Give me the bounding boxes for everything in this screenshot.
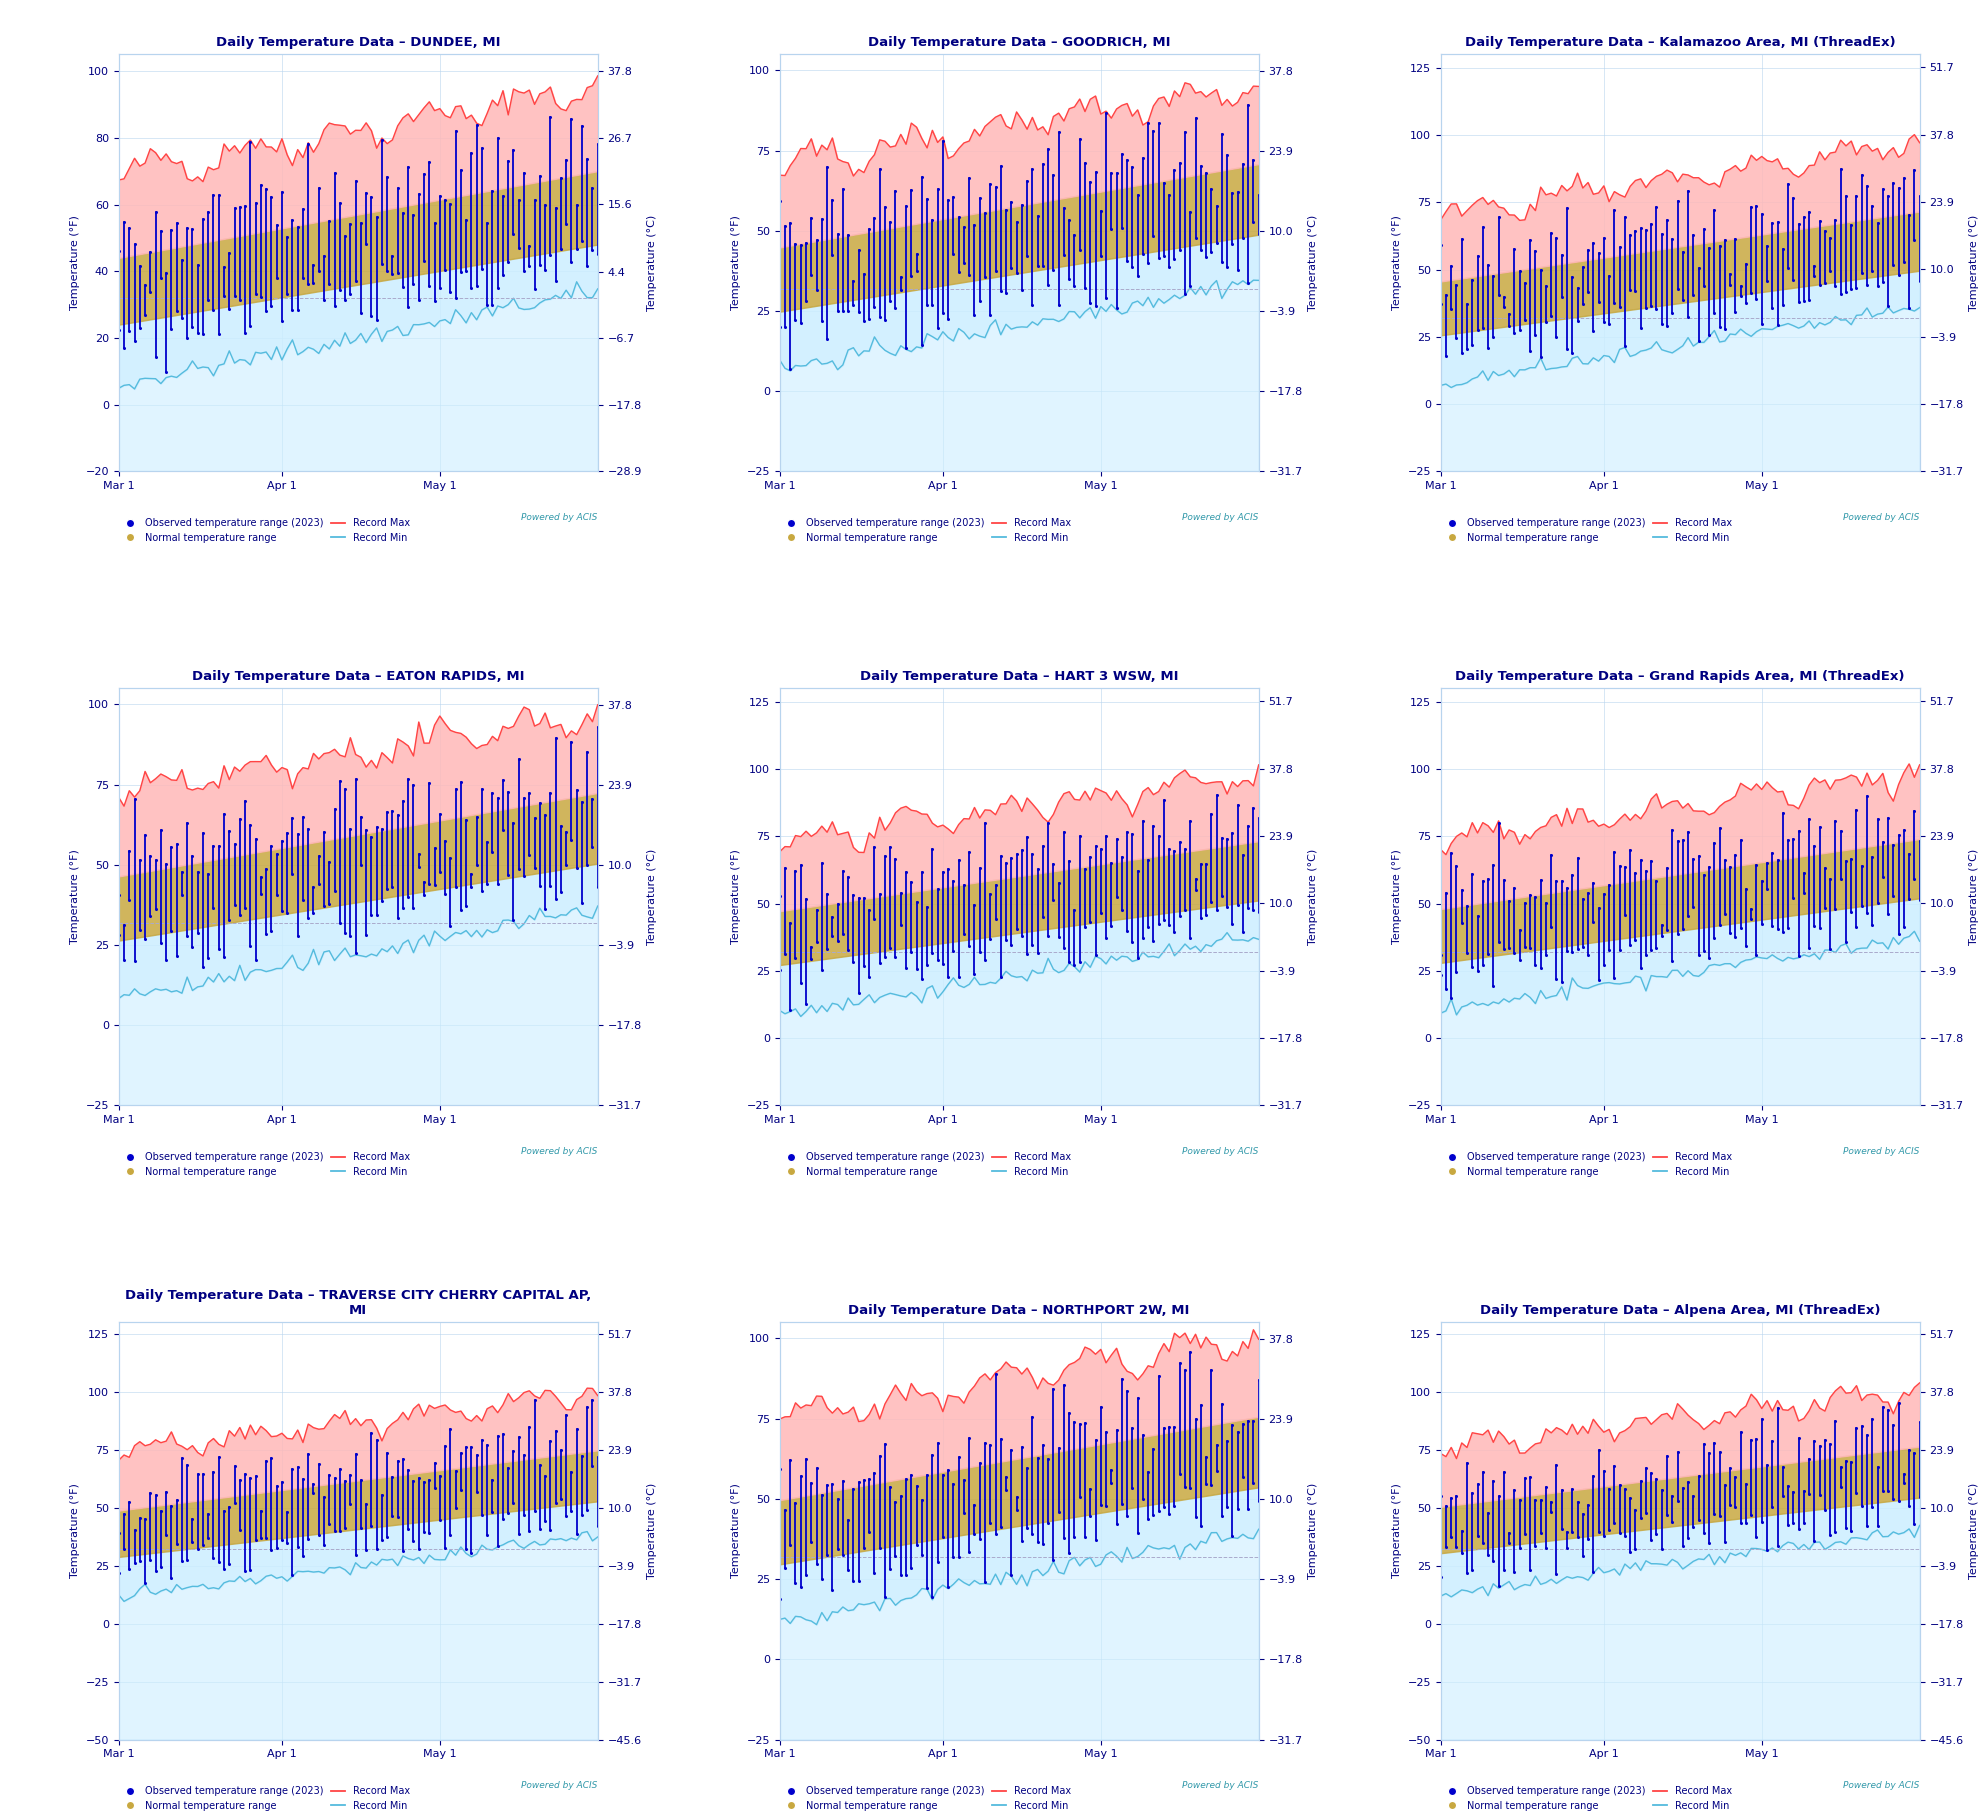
Title: Daily Temperature Data – Grand Rapids Area, MI (ThreadEx): Daily Temperature Data – Grand Rapids Ar…: [1455, 670, 1906, 683]
Y-axis label: Temperature (°C): Temperature (°C): [1308, 1482, 1318, 1578]
Legend: Observed temperature range (2023), Normal temperature range, Record Max, Record : Observed temperature range (2023), Norma…: [784, 1152, 1071, 1178]
Y-axis label: Temperature (°F): Temperature (°F): [69, 1484, 79, 1578]
Title: Daily Temperature Data – Kalamazoo Area, MI (ThreadEx): Daily Temperature Data – Kalamazoo Area,…: [1464, 36, 1896, 49]
Y-axis label: Temperature (°F): Temperature (°F): [730, 1484, 740, 1578]
Title: Daily Temperature Data – EATON RAPIDS, MI: Daily Temperature Data – EATON RAPIDS, M…: [192, 670, 524, 683]
Y-axis label: Temperature (°F): Temperature (°F): [69, 850, 79, 944]
Legend: Observed temperature range (2023), Normal temperature range, Record Max, Record : Observed temperature range (2023), Norma…: [123, 1787, 410, 1810]
Title: Daily Temperature Data – GOODRICH, MI: Daily Temperature Data – GOODRICH, MI: [869, 36, 1170, 49]
Legend: Observed temperature range (2023), Normal temperature range, Record Max, Record : Observed temperature range (2023), Norma…: [784, 518, 1071, 544]
Legend: Observed temperature range (2023), Normal temperature range, Record Max, Record : Observed temperature range (2023), Norma…: [1445, 1152, 1732, 1178]
Y-axis label: Temperature (°F): Temperature (°F): [1391, 850, 1401, 944]
Y-axis label: Temperature (°F): Temperature (°F): [69, 216, 79, 310]
Legend: Observed temperature range (2023), Normal temperature range, Record Max, Record : Observed temperature range (2023), Norma…: [1445, 1787, 1732, 1810]
Text: Powered by ACIS: Powered by ACIS: [1181, 1781, 1259, 1790]
Y-axis label: Temperature (°C): Temperature (°C): [1308, 848, 1318, 946]
Title: Daily Temperature Data – DUNDEE, MI: Daily Temperature Data – DUNDEE, MI: [216, 36, 501, 49]
Y-axis label: Temperature (°F): Temperature (°F): [730, 850, 740, 944]
Y-axis label: Temperature (°F): Temperature (°F): [1391, 216, 1401, 310]
Y-axis label: Temperature (°F): Temperature (°F): [1391, 1484, 1401, 1578]
Title: Daily Temperature Data – HART 3 WSW, MI: Daily Temperature Data – HART 3 WSW, MI: [861, 670, 1178, 683]
Y-axis label: Temperature (°C): Temperature (°C): [1969, 1482, 1979, 1578]
Legend: Observed temperature range (2023), Normal temperature range, Record Max, Record : Observed temperature range (2023), Norma…: [784, 1787, 1071, 1810]
Y-axis label: Temperature (°C): Temperature (°C): [1308, 216, 1318, 312]
Text: Powered by ACIS: Powered by ACIS: [1181, 513, 1259, 522]
Text: Powered by ACIS: Powered by ACIS: [520, 513, 598, 522]
Text: Powered by ACIS: Powered by ACIS: [520, 1781, 598, 1790]
Text: Powered by ACIS: Powered by ACIS: [1181, 1147, 1259, 1156]
Legend: Observed temperature range (2023), Normal temperature range, Record Max, Record : Observed temperature range (2023), Norma…: [1445, 518, 1732, 544]
Y-axis label: Temperature (°C): Temperature (°C): [647, 1482, 657, 1578]
Legend: Observed temperature range (2023), Normal temperature range, Record Max, Record : Observed temperature range (2023), Norma…: [123, 518, 410, 544]
Title: Daily Temperature Data – Alpena Area, MI (ThreadEx): Daily Temperature Data – Alpena Area, MI…: [1480, 1305, 1880, 1317]
Y-axis label: Temperature (°C): Temperature (°C): [1969, 216, 1979, 312]
Title: Daily Temperature Data – TRAVERSE CITY CHERRY CAPITAL AP,
MI: Daily Temperature Data – TRAVERSE CITY C…: [125, 1288, 592, 1317]
Y-axis label: Temperature (°C): Temperature (°C): [1969, 848, 1979, 946]
Y-axis label: Temperature (°C): Temperature (°C): [647, 848, 657, 946]
Text: Powered by ACIS: Powered by ACIS: [520, 1147, 598, 1156]
Y-axis label: Temperature (°F): Temperature (°F): [730, 216, 740, 310]
Y-axis label: Temperature (°C): Temperature (°C): [647, 216, 657, 312]
Text: Powered by ACIS: Powered by ACIS: [1842, 1781, 1920, 1790]
Text: Powered by ACIS: Powered by ACIS: [1842, 1147, 1920, 1156]
Legend: Observed temperature range (2023), Normal temperature range, Record Max, Record : Observed temperature range (2023), Norma…: [123, 1152, 410, 1178]
Text: Powered by ACIS: Powered by ACIS: [1842, 513, 1920, 522]
Title: Daily Temperature Data – NORTHPORT 2W, MI: Daily Temperature Data – NORTHPORT 2W, M…: [849, 1305, 1189, 1317]
